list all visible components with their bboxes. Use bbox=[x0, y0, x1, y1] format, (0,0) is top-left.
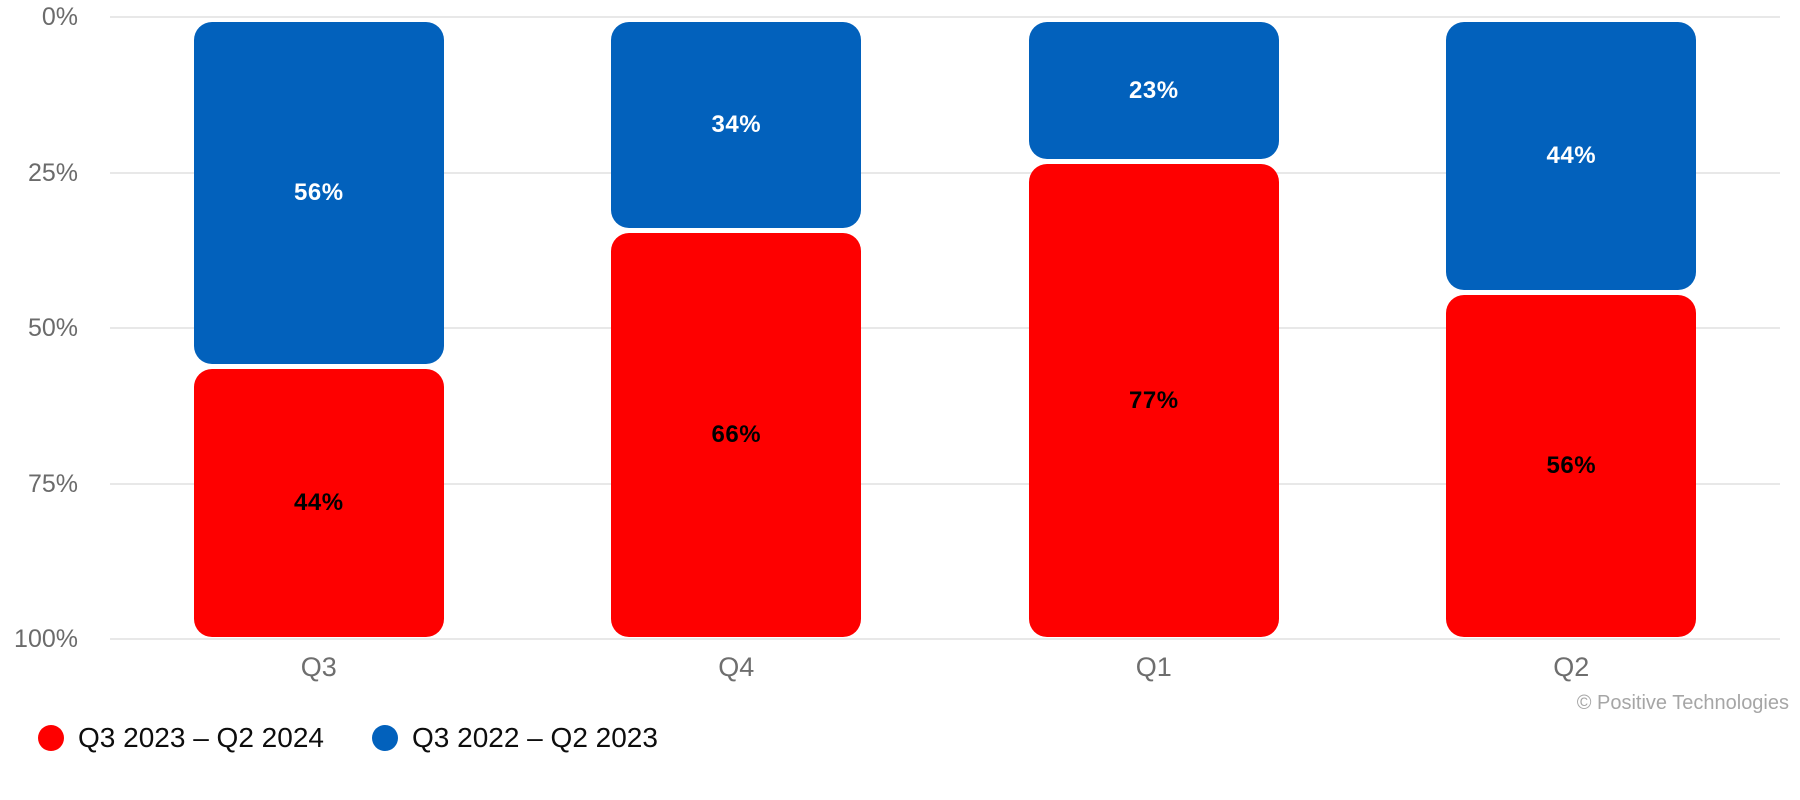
gridline bbox=[110, 16, 1780, 18]
bar-value-label: 56% bbox=[294, 179, 344, 207]
bar-value-label: 77% bbox=[1129, 386, 1179, 414]
legend-item[interactable]: Q3 2022 – Q2 2023 bbox=[371, 722, 658, 754]
legend-label: Q3 2022 – Q2 2023 bbox=[411, 722, 658, 753]
bar-segment-q3-series2: 44% bbox=[193, 369, 444, 637]
bar-segment-q2-series1: 44% bbox=[1446, 22, 1697, 290]
x-axis-tick-label: Q4 bbox=[718, 652, 755, 682]
bar-segment-q1-series1: 23% bbox=[1028, 22, 1279, 160]
bar-segment-q4-series1: 34% bbox=[611, 22, 862, 228]
bar-value-label: 66% bbox=[711, 420, 762, 448]
legend-dot-icon bbox=[371, 725, 398, 751]
y-axis-tick-label: 75% bbox=[27, 470, 78, 498]
y-axis-tick-label: 100% bbox=[14, 625, 78, 653]
gridline bbox=[110, 172, 1780, 174]
bar-value-label: 23% bbox=[1129, 76, 1179, 104]
bar-value-label: 44% bbox=[1546, 141, 1597, 169]
y-axis-tick-label: 25% bbox=[27, 159, 78, 187]
gridline bbox=[110, 483, 1780, 485]
copyright: © Positive Technologies bbox=[1576, 692, 1789, 714]
legend-label: Q3 2023 – Q2 2024 bbox=[78, 722, 324, 753]
bar-segment-q3-series1: 56% bbox=[193, 22, 444, 365]
gridline bbox=[110, 638, 1780, 640]
legend: Q3 2023 – Q2 2024 Q3 2022 – Q2 2023 bbox=[38, 722, 658, 754]
legend-item[interactable]: Q3 2023 – Q2 2024 bbox=[38, 722, 324, 754]
bar-segment-q1-series2: 77% bbox=[1028, 164, 1279, 637]
y-axis-tick-label: 50% bbox=[27, 314, 78, 342]
legend-dot-icon bbox=[38, 725, 64, 751]
bar-segment-q4-series2: 66% bbox=[611, 232, 862, 637]
x-axis-tick-label: Q2 bbox=[1553, 652, 1590, 682]
bar-value-label: 44% bbox=[294, 489, 344, 517]
bar-value-label: 56% bbox=[1546, 451, 1597, 479]
bar-segment-q2-series2: 56% bbox=[1446, 294, 1697, 637]
x-axis-tick-label: Q1 bbox=[1135, 652, 1172, 682]
bar-value-label: 34% bbox=[711, 110, 762, 138]
y-axis-tick-label: 0% bbox=[41, 3, 78, 31]
gridline bbox=[110, 327, 1780, 329]
x-axis-tick-label: Q3 bbox=[300, 652, 337, 682]
